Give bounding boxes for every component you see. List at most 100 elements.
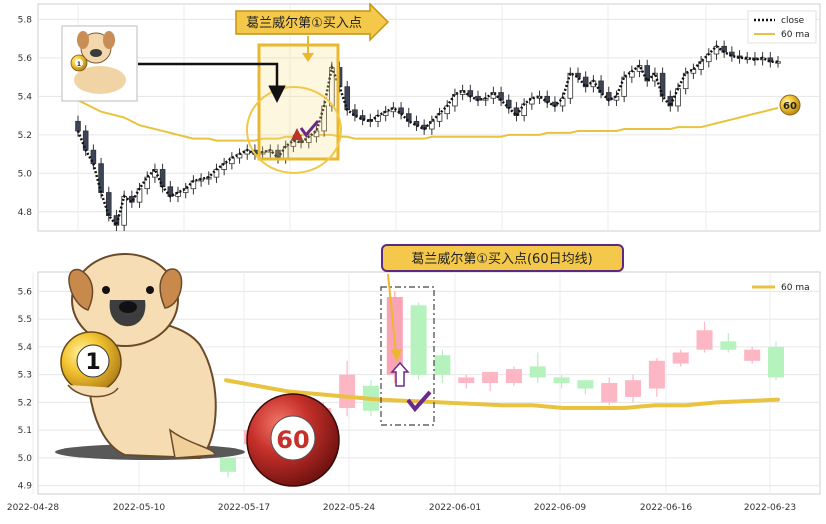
up-arrow-icon [390,361,410,387]
top-close-line [76,44,778,228]
top-y-tick-label-1: 5.0 [18,169,33,179]
top-candle-body-19 [221,163,227,170]
buy-triangle-icon [291,128,303,140]
top-callout: 葛兰威尔第①买入点 [235,2,390,62]
buy-point-highlight-box [257,43,340,161]
top-candle-body-8 [136,188,143,203]
bottom-candle-body-20 [696,330,713,350]
buy-point-dashdot-box [380,286,435,426]
buy-point-highlight-ellipse [246,86,342,174]
top-candle-body-81 [698,61,704,70]
bottom-x-tick-label-5: 2022-06-09 [534,503,587,513]
bottom-callout-text: 葛兰威尔第①买入点(60日均线) [411,252,592,267]
bottom-candle-body-22 [744,349,761,361]
top-legend-close-label: close [781,16,805,26]
bottom-callout-box [381,244,624,272]
bottom-x-tick-label-7: 2022-06-23 [744,503,796,513]
top-candle-body-56 [505,99,512,109]
dog-ear-right [159,268,183,309]
bottom-candle-body-19 [672,352,689,364]
bottom-y-tick-label-3: 5.2 [18,398,32,408]
bottom-x-tick-label-1: 2022-05-10 [113,503,166,513]
bottom-candle-body-13 [529,366,546,378]
ma60-end-badge: 60 [779,94,801,116]
dog-eye-left [102,286,110,294]
checkmark-icon-bottom [406,390,432,413]
bottom-candle-body-16 [601,383,618,403]
bottom-y-tick-label-1: 5.0 [18,454,33,464]
bottom-legend-ma-label: 60 ma [781,283,810,293]
top-candle-body-11 [159,169,166,188]
bottom-x-tick-label-3: 2022-05-24 [323,503,376,513]
top-candle-body-0 [75,120,81,132]
dog-thumbnail-ear-left [77,31,89,49]
bottom-candle-body-8 [410,305,427,375]
bottom-y-tick-label-7: 5.6 [18,287,33,297]
top-candle-body-59 [529,97,535,105]
bottom-callout: 葛兰威尔第①买入点(60日均线) [381,244,624,362]
dog-nose [119,301,137,313]
bottom-candle-body-10 [458,377,475,383]
top-candle-body-74 [644,65,651,82]
top-candle-body-54 [490,92,497,99]
top-candle-body-71 [621,76,627,97]
top-y-tick-label-5: 5.8 [18,15,33,25]
bottom-x-axis-ticks: 2022-04-28 2022-05-10 2022-05-17 2022-05-24… [7,503,796,513]
top-y-axis-ticks: 4.8 5.0 5.2 5.4 5.6 5.8 [18,15,33,217]
top-candle-body-46 [429,120,435,130]
top-ma60-line [77,99,779,142]
dog-eye-right [146,286,154,294]
bottom-candle-body-11 [482,371,499,383]
top-callout-text: 葛兰威尔第①买入点 [246,16,362,31]
dog-thumbnail: 1 [61,25,138,102]
bottom-candle-body-9 [434,355,451,375]
yellow-ball-number: 1 [85,350,100,375]
bottom-candle-body-0 [220,457,236,472]
top-candle-body-85 [729,51,735,57]
top-legend: close 60 ma [747,10,817,44]
bottom-y-tick-label-2: 5.1 [18,426,32,436]
top-candle-body-72 [629,70,635,78]
dog-thumbnail-muzzle [90,49,102,57]
dog-pointer-arrow [138,62,286,103]
top-close-polyline [76,44,778,228]
top-candle-body-14 [182,188,189,193]
bottom-candle-body-15 [577,380,594,389]
ma60-badge-text: 60 [783,101,797,112]
bottom-candle-body-23 [768,346,784,378]
top-candle-body-76 [659,72,666,97]
bottom-candle-body-18 [648,360,665,389]
top-candle-body-36 [352,109,358,116]
yellow-ball-spot [76,344,110,378]
bottom-x-tick-label-6: 2022-06-16 [640,503,693,513]
bottom-y-axis-ticks: 4.9 5.0 5.1 5.2 5.3 5.4 5.5 5.6 [18,287,33,491]
dog-thumbnail-ball-spot [75,59,83,67]
top-candle-body-64 [567,72,574,99]
red-ball-spot [270,415,316,461]
top-candle-body-31 [313,130,320,138]
bottom-x-tick-label-0: 2022-04-28 [7,503,60,513]
red-60-ball: 60 [246,393,340,487]
top-callout-pointer-head [302,53,314,62]
bottom-y-tick-label-5: 5.4 [18,343,33,353]
bottom-candle-body-14 [553,377,570,383]
top-candle-body-91 [775,61,781,64]
red-ball-number: 60 [276,426,309,454]
dog-paw [67,384,119,398]
dog-ear-left [68,269,94,311]
top-y-tick-label-2: 5.2 [18,131,32,141]
bottom-x-tick-label-2: 2022-05-17 [218,503,270,513]
bottom-candle-body-17 [625,380,642,397]
bottom-candle-body-12 [505,369,522,383]
top-y-tick-label-4: 5.6 [18,54,33,64]
top-candle-body-78 [675,88,681,107]
top-ma60-polyline [77,99,779,142]
top-candle-body-42 [398,107,404,115]
dog-thumbnail-body [74,66,126,94]
top-candle-body-13 [175,192,181,197]
top-candle-body-4 [105,192,112,217]
bottom-chart-panel: 4.95.05.15.25.35.45.55.6 2022-04-28 2022-… [7,244,821,513]
top-chart-panel: 4.8 5.0 5.2 5.4 5.6 5.8 葛兰威尔第①买入点 1 [18,2,821,232]
